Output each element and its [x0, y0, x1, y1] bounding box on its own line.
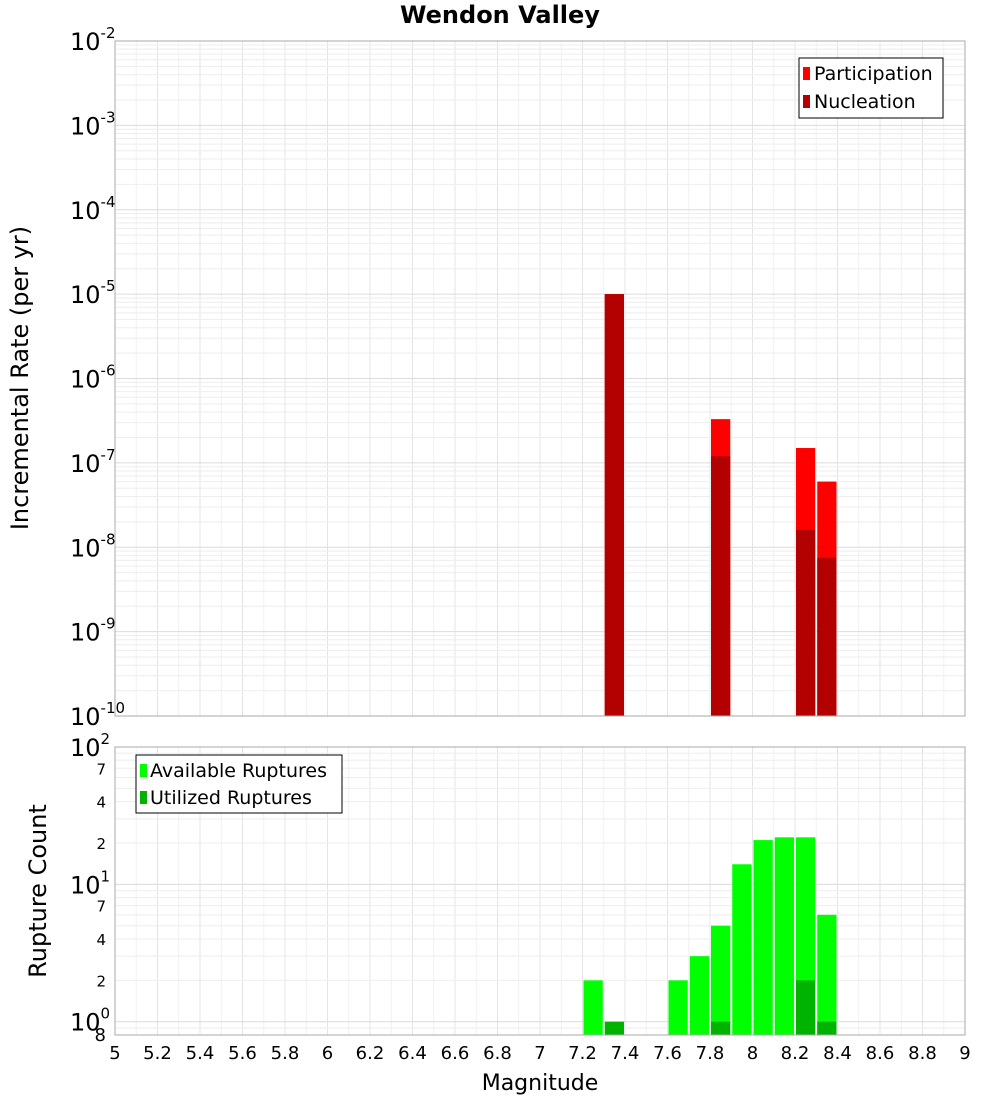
x-tick-label: 6.6: [441, 1043, 470, 1064]
bar-utilized-ruptures: [711, 1021, 731, 1035]
bottom-plot-bars: [583, 837, 837, 1035]
top-y-tick-label: 10-9: [70, 615, 116, 647]
top-y-axis-label: Incremental Rate (per yr): [6, 226, 34, 530]
bottom-legend: Available Ruptures Utilized Ruptures: [135, 754, 343, 814]
bar-available-ruptures: [753, 840, 773, 1035]
bottom-y-tick-label: 102: [70, 730, 110, 762]
bar-utilized-ruptures: [604, 1021, 624, 1035]
top-legend-box: [798, 57, 944, 119]
bottom-y-minor-tick-label: 7: [96, 760, 106, 778]
bottom-legend-box: [135, 754, 343, 814]
x-tick-label: 6.4: [398, 1043, 427, 1064]
top-y-tick-labels: 10-2 10-3 10-4 10-5 10-6 10-7 10-8 10-9 10-10: [70, 24, 125, 731]
x-tick-label: 6: [322, 1043, 333, 1064]
x-tick-label: 6.8: [483, 1043, 512, 1064]
x-tick-label: 5.4: [186, 1043, 215, 1064]
x-tick-label: 5: [109, 1043, 120, 1064]
top-y-tick-label: 10-10: [70, 699, 125, 731]
x-tick-label: 8: [747, 1043, 758, 1064]
bottom-y-minor-tick-label: 2: [96, 835, 106, 853]
x-tick-label: 8.6: [866, 1043, 895, 1064]
bar-available-ruptures: [732, 864, 752, 1035]
legend-swatch-nucleation: [803, 95, 810, 108]
bar-available-ruptures: [711, 925, 731, 1035]
x-tick-label: 7.2: [568, 1043, 597, 1064]
x-tick-label: 9: [959, 1043, 970, 1064]
x-tick-label: 5.6: [228, 1043, 257, 1064]
top-plot-grid: [114, 41, 966, 717]
top-y-tick-label: 10-5: [70, 277, 116, 309]
x-tick-label: 8.8: [908, 1043, 937, 1064]
x-tick-label: 7.6: [653, 1043, 682, 1064]
x-tick-label: 5.8: [271, 1043, 300, 1064]
bar-utilized-ruptures: [796, 980, 816, 1035]
x-tick-label: 8.2: [781, 1043, 810, 1064]
legend-label-nucleation: Nucleation: [814, 91, 916, 113]
legend-swatch-utilized-ruptures: [140, 791, 147, 804]
x-tick-label: 8.4: [823, 1043, 852, 1064]
bar-available-ruptures: [817, 914, 837, 1035]
x-tick-label: 6.2: [356, 1043, 385, 1064]
bottom-y-minor-tick-label: 8: [95, 1025, 106, 1046]
top-legend: Participation Nucleation: [798, 57, 944, 119]
top-y-tick-label: 10-6: [70, 362, 116, 394]
bar-available-ruptures: [774, 837, 794, 1035]
bottom-plot-frame: [114, 746, 966, 1036]
bottom-y-minor-tick-label: 4: [96, 794, 106, 812]
bar-nucleation: [711, 456, 731, 716]
top-y-tick-label: 10-7: [70, 446, 116, 478]
x-tick-labels: 5 5.2 5.4 5.6 5.8 6 6.2 6.4 6.6 6.8 7 7.2 7.4 7.6 7.8 8…: [109, 1043, 970, 1064]
x-tick-label: 7.8: [696, 1043, 725, 1064]
top-y-tick-label: 10-3: [70, 108, 116, 140]
top-y-tick-label: 10-8: [70, 530, 116, 562]
chart-title: Wendon Valley: [400, 1, 600, 29]
bottom-y-minor-tick-label: 2: [96, 972, 106, 990]
bottom-y-minor-tick-label: 7: [96, 898, 106, 916]
bar-nucleation: [796, 530, 816, 716]
bar-available-ruptures: [689, 956, 709, 1035]
bar-utilized-ruptures: [817, 1021, 837, 1035]
bottom-y-tick-label: 101: [70, 867, 110, 899]
bottom-y-minor-tick-label: 4: [96, 931, 106, 949]
bar-available-ruptures: [668, 980, 688, 1035]
legend-label-available-ruptures: Available Ruptures: [150, 760, 327, 782]
legend-swatch-available-ruptures: [140, 764, 147, 777]
x-tick-label: 7: [534, 1043, 545, 1064]
x-axis-label: Magnitude: [482, 1071, 599, 1096]
bottom-y-tick-label: 100: [70, 1005, 110, 1037]
bar-nucleation: [604, 294, 624, 716]
legend-label-utilized-ruptures: Utilized Ruptures: [150, 787, 312, 809]
legend-label-participation: Participation: [814, 63, 933, 85]
bottom-y-axis-label: Rupture Count: [24, 804, 52, 978]
top-y-tick-label: 10-4: [70, 193, 116, 225]
x-tick-label: 7.4: [611, 1043, 640, 1064]
legend-swatch-participation: [803, 67, 810, 80]
top-plot-frame: [114, 40, 966, 717]
bar-nucleation: [817, 557, 837, 716]
top-y-tick-label: 10-2: [70, 24, 116, 56]
top-plot-bars: [604, 294, 837, 716]
x-tick-label: 5.2: [143, 1043, 172, 1064]
bar-available-ruptures: [583, 980, 603, 1035]
bottom-y-tick-labels: 102 101 100 7 4 2 7 4 2 8: [70, 730, 110, 1046]
